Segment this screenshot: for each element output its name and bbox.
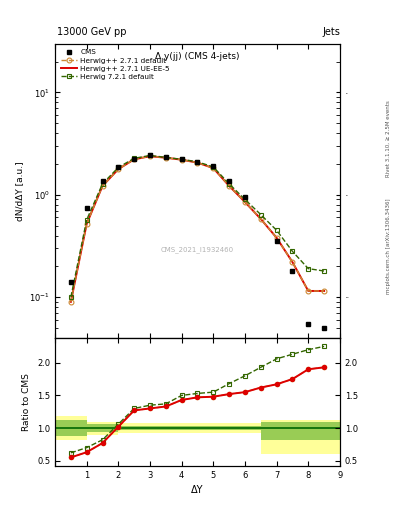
Text: 13000 GeV pp: 13000 GeV pp <box>57 27 127 37</box>
Text: Jets: Jets <box>322 27 340 37</box>
Bar <box>55 420 87 436</box>
Bar <box>261 419 340 454</box>
Text: Δ y(jj) (CMS 4-jets): Δ y(jj) (CMS 4-jets) <box>155 52 240 61</box>
Bar <box>229 426 261 430</box>
Bar <box>87 421 118 435</box>
Bar <box>55 416 87 440</box>
Y-axis label: Ratio to CMS: Ratio to CMS <box>22 373 31 431</box>
Bar <box>118 423 166 433</box>
Text: CMS_2021_I1932460: CMS_2021_I1932460 <box>161 246 234 253</box>
Text: mcplots.cern.ch [arXiv:1306.3436]: mcplots.cern.ch [arXiv:1306.3436] <box>386 198 391 293</box>
X-axis label: ΔY: ΔY <box>191 485 204 495</box>
Bar <box>229 423 261 433</box>
Text: Rivet 3.1.10, ≥ 2.5M events: Rivet 3.1.10, ≥ 2.5M events <box>386 100 391 177</box>
Bar <box>261 421 340 440</box>
Bar <box>166 423 229 433</box>
Bar <box>166 426 229 430</box>
Legend: CMS, Herwig++ 2.7.1 default, Herwig++ 2.7.1 UE-EE-5, Herwig 7.2.1 default: CMS, Herwig++ 2.7.1 default, Herwig++ 2.… <box>59 47 172 82</box>
Y-axis label: dN/dΔY [a.u.]: dN/dΔY [a.u.] <box>15 161 24 221</box>
Bar <box>87 424 118 432</box>
Bar <box>118 426 166 430</box>
